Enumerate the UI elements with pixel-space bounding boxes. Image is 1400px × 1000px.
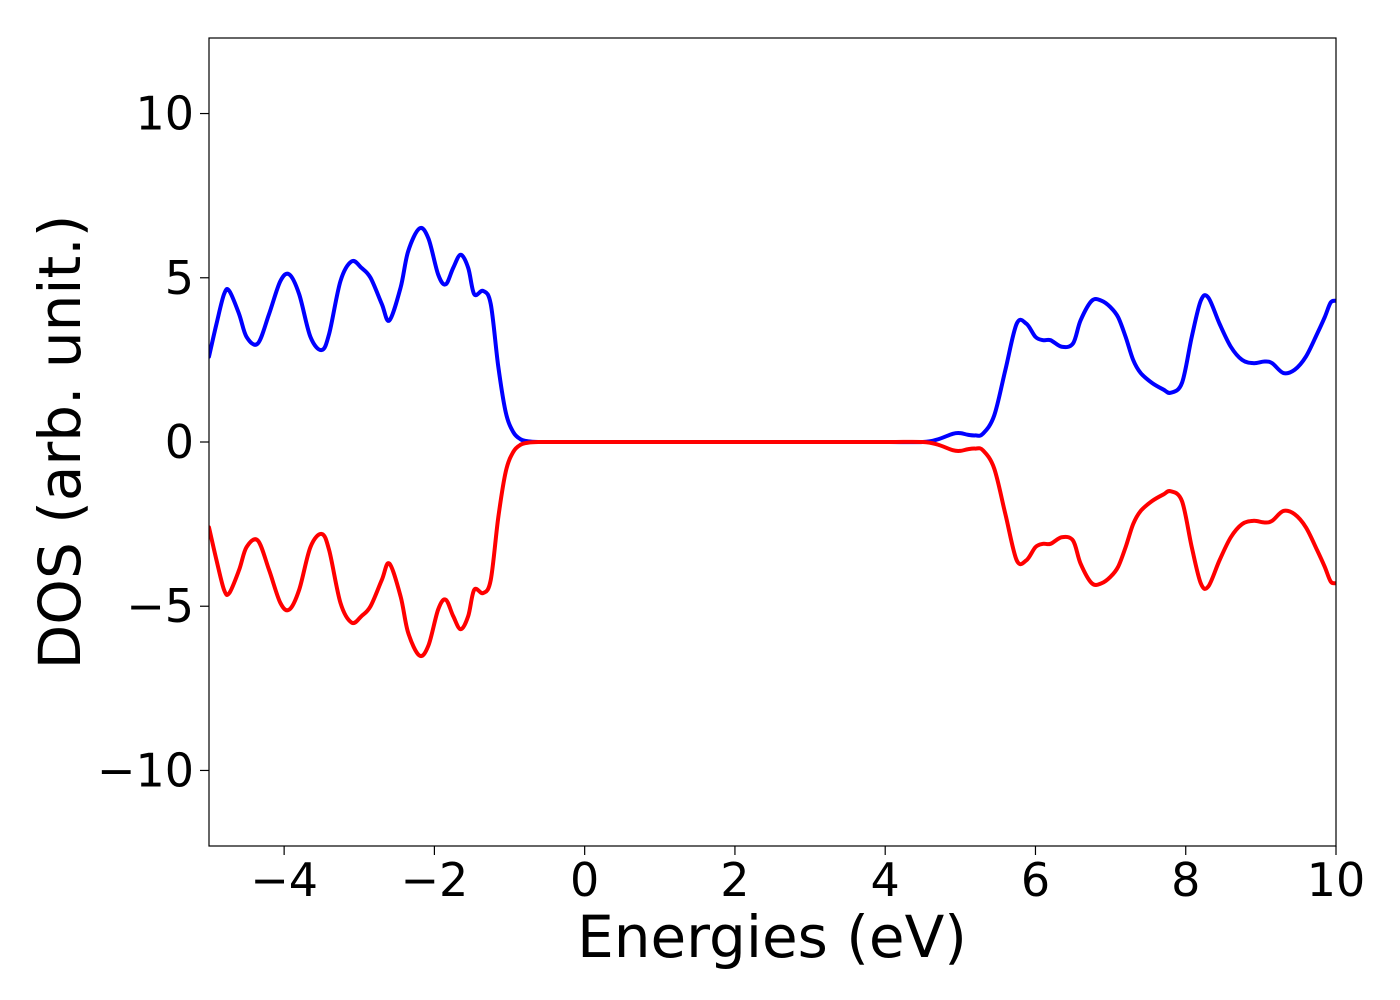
- x-tick-label: 2: [720, 853, 749, 907]
- y-axis-label: DOS (arb. unit.): [26, 215, 94, 670]
- y-tick-label: −5: [126, 579, 194, 633]
- x-tick-label: −4: [250, 853, 318, 907]
- dos-series-positive: [209, 225, 1336, 445]
- x-axis: −4 −2 0 2 4 6 8 10: [250, 846, 1365, 907]
- x-tick-label: −2: [400, 853, 468, 907]
- y-tick-label: −10: [97, 743, 194, 797]
- x-tick-label: 0: [570, 853, 599, 907]
- y-tick-label: 10: [135, 87, 194, 141]
- series-layer: [209, 225, 1336, 659]
- y-axis: −10 −5 0 5 10: [97, 87, 209, 797]
- x-axis-label: Energies (eV): [577, 903, 967, 971]
- y-tick-label: 5: [165, 251, 194, 305]
- y-tick-label: 0: [165, 415, 194, 469]
- dos-series-negative: [209, 439, 1336, 659]
- x-tick-label: 10: [1307, 853, 1366, 907]
- x-tick-label: 6: [1021, 853, 1050, 907]
- x-tick-label: 4: [871, 853, 900, 907]
- x-tick-label: 8: [1171, 853, 1200, 907]
